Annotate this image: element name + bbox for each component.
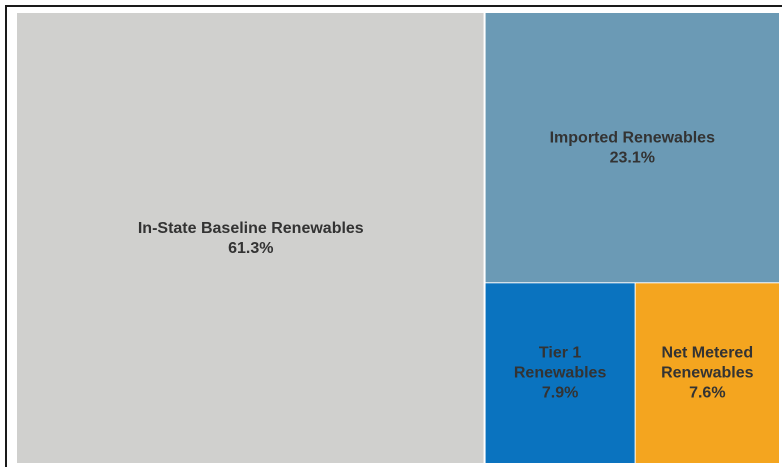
tile-name-label-in-state-baseline: In-State Baseline Renewables	[138, 220, 364, 237]
tile-value-label-tier-1: 7.9%	[542, 385, 578, 402]
treemap-chart: In-State Baseline Renewables 61.3% Importe…	[17, 13, 779, 463]
tile-value-label-net-metered: 7.6%	[689, 385, 725, 402]
tile-name-label-net-metered: Net Metered	[662, 345, 754, 362]
tile-value-label-imported: 23.1%	[610, 150, 655, 167]
chart-frame: In-State Baseline Renewables 61.3% Importe…	[5, 5, 782, 467]
tile-name-label-net-metered: Renewables	[661, 365, 754, 382]
tile-value-label-in-state-baseline: 61.3%	[228, 240, 273, 257]
treemap-tile-imported[interactable]	[485, 13, 779, 283]
tile-name-label-imported: Imported Renewables	[550, 130, 715, 147]
tile-name-label-tier-1: Tier 1	[539, 345, 582, 362]
treemap-tile-net-metered[interactable]	[635, 283, 779, 463]
tile-name-label-tier-1: Renewables	[514, 365, 607, 382]
treemap-tile-in-state-baseline[interactable]	[17, 13, 484, 463]
treemap-tile-tier-1[interactable]	[485, 283, 635, 463]
